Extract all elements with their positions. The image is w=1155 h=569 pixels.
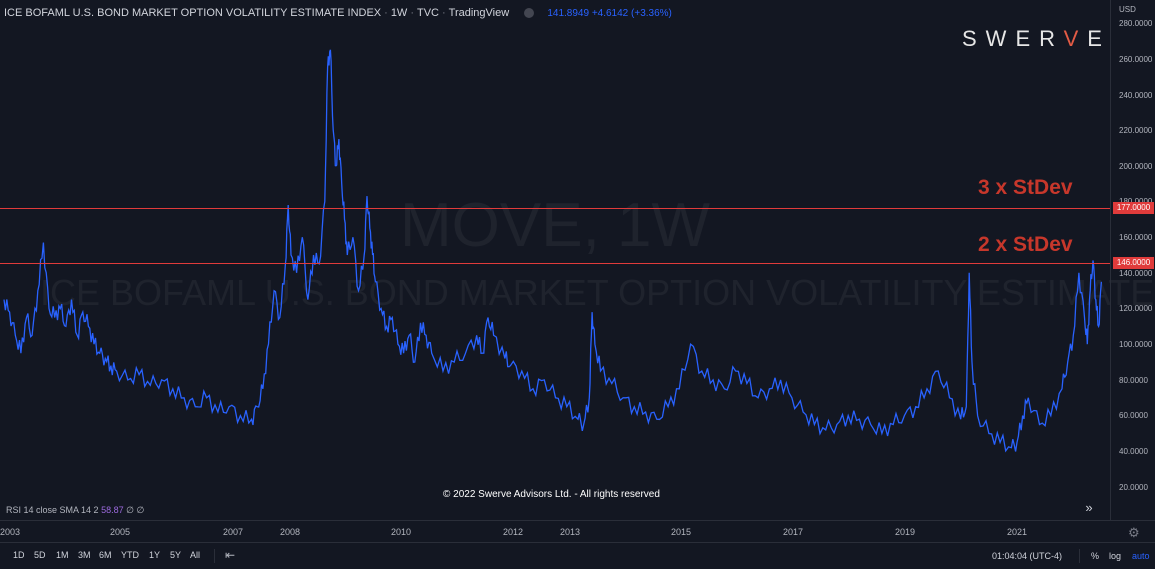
year-label: 2005 (109, 527, 131, 537)
symbol-header[interactable]: ICE BOFAML U.S. BOND MARKET OPTION VOLAT… (4, 7, 672, 19)
year-label: 2015 (670, 527, 692, 537)
year-label: 2003 (0, 527, 21, 537)
time-axis[interactable]: 2003 2005 2007 2008 2010 2012 2013 2015 … (0, 520, 1155, 543)
stdev-2-line[interactable] (0, 263, 1110, 264)
auto-scale-toggle[interactable]: auto (1132, 551, 1150, 561)
price-tick: 240.0000 (1119, 91, 1153, 100)
year-label: 2021 (1006, 527, 1028, 537)
range-button-ytd[interactable]: YTD (121, 550, 139, 560)
symbol-title: ICE BOFAML U.S. BOND MARKET OPTION VOLAT… (4, 7, 382, 19)
move-series-line (3, 49, 1103, 453)
platform-label: TradingView (448, 7, 510, 19)
toolbar-divider (214, 549, 215, 563)
range-button-5d[interactable]: 5D (34, 550, 46, 560)
stdev-2-price-tag: 146.0000 (1113, 257, 1154, 269)
year-label: 2008 (279, 527, 301, 537)
copyright-text: © 2022 Swerve Advisors Ltd. - All rights… (443, 489, 660, 500)
year-label: 2019 (894, 527, 916, 537)
price-tick: 140.0000 (1119, 269, 1153, 278)
price-tick: 100.0000 (1119, 340, 1153, 349)
interval-label: 1W (390, 7, 408, 19)
price-axis[interactable]: USD 280.0000 260.0000 240.0000 220.0000 … (1110, 0, 1155, 520)
rsi-value: 58.87 (101, 505, 124, 515)
stdev-3-line[interactable] (0, 208, 1110, 209)
price-tick: 120.0000 (1119, 304, 1153, 313)
year-label: 2013 (559, 527, 581, 537)
year-label: 2012 (502, 527, 524, 537)
swerve-logo: SWERVE (962, 26, 1111, 51)
rsi-name: RSI 14 close SMA 14 2 (6, 505, 99, 515)
calendar-range-icon[interactable]: ⇤ (225, 548, 236, 562)
price-tick: 180.0000 (1119, 197, 1152, 206)
price-tick: 280.0000 (1119, 19, 1153, 28)
year-label: 2017 (782, 527, 804, 537)
price-tick: 200.0000 (1119, 162, 1153, 171)
currency-label: USD (1119, 5, 1136, 14)
range-button-6m[interactable]: 6M (99, 550, 112, 560)
year-label: 2010 (390, 527, 412, 537)
range-button-3m[interactable]: 3M (78, 550, 91, 560)
chart-pane[interactable]: MOVE, 1W ICE BOFAML U.S. BOND MARKET OPT… (0, 0, 1155, 520)
stdev-3-price-tag: 177.0000 (1113, 202, 1154, 214)
range-button-1y[interactable]: 1Y (149, 550, 161, 560)
gear-icon[interactable]: ⚙ (1128, 525, 1140, 540)
rsi-indicator-label[interactable]: RSI 14 close SMA 14 2 58.87 ∅ ∅ (6, 505, 144, 516)
clock-timezone[interactable]: 01:04:04 (UTC-4) (992, 551, 1063, 561)
exchange-label: TVC (416, 7, 439, 19)
stdev-3-label: 3 x StDev (978, 176, 1073, 199)
year-label: 2007 (222, 527, 244, 537)
price-tick: 160.0000 (1119, 233, 1153, 242)
symbol-watermark: MOVE, 1W (400, 191, 711, 260)
range-button-5y[interactable]: 5Y (170, 550, 182, 560)
rsi-extra: ∅ ∅ (126, 505, 145, 515)
percent-scale-toggle[interactable]: % (1091, 551, 1100, 561)
price-tick: 20.0000 (1119, 483, 1148, 492)
log-scale-toggle[interactable]: log (1109, 551, 1122, 561)
range-button-1m[interactable]: 1M (56, 550, 69, 560)
quote-value: 141.8949 +4.6142 (+3.36%) (547, 8, 672, 19)
range-button-all[interactable]: All (190, 550, 201, 560)
range-button-1d[interactable]: 1D (13, 550, 25, 560)
bottom-toolbar: 1D 5D 1M 3M 6M YTD 1Y 5Y All ⇤ 01:04:04 … (0, 542, 1155, 569)
stdev-2-label: 2 x StDev (978, 233, 1073, 256)
price-line-chart (3, 49, 1103, 453)
price-tick: 60.0000 (1119, 411, 1148, 420)
price-tick: 260.0000 (1119, 55, 1153, 64)
market-status-icon (524, 8, 535, 19)
price-tick: 80.0000 (1119, 376, 1148, 385)
scroll-right-icon[interactable]: » (1085, 500, 1093, 515)
price-tick: 220.0000 (1119, 126, 1153, 135)
toolbar-divider (1079, 549, 1080, 563)
price-tick: 40.0000 (1119, 447, 1148, 456)
